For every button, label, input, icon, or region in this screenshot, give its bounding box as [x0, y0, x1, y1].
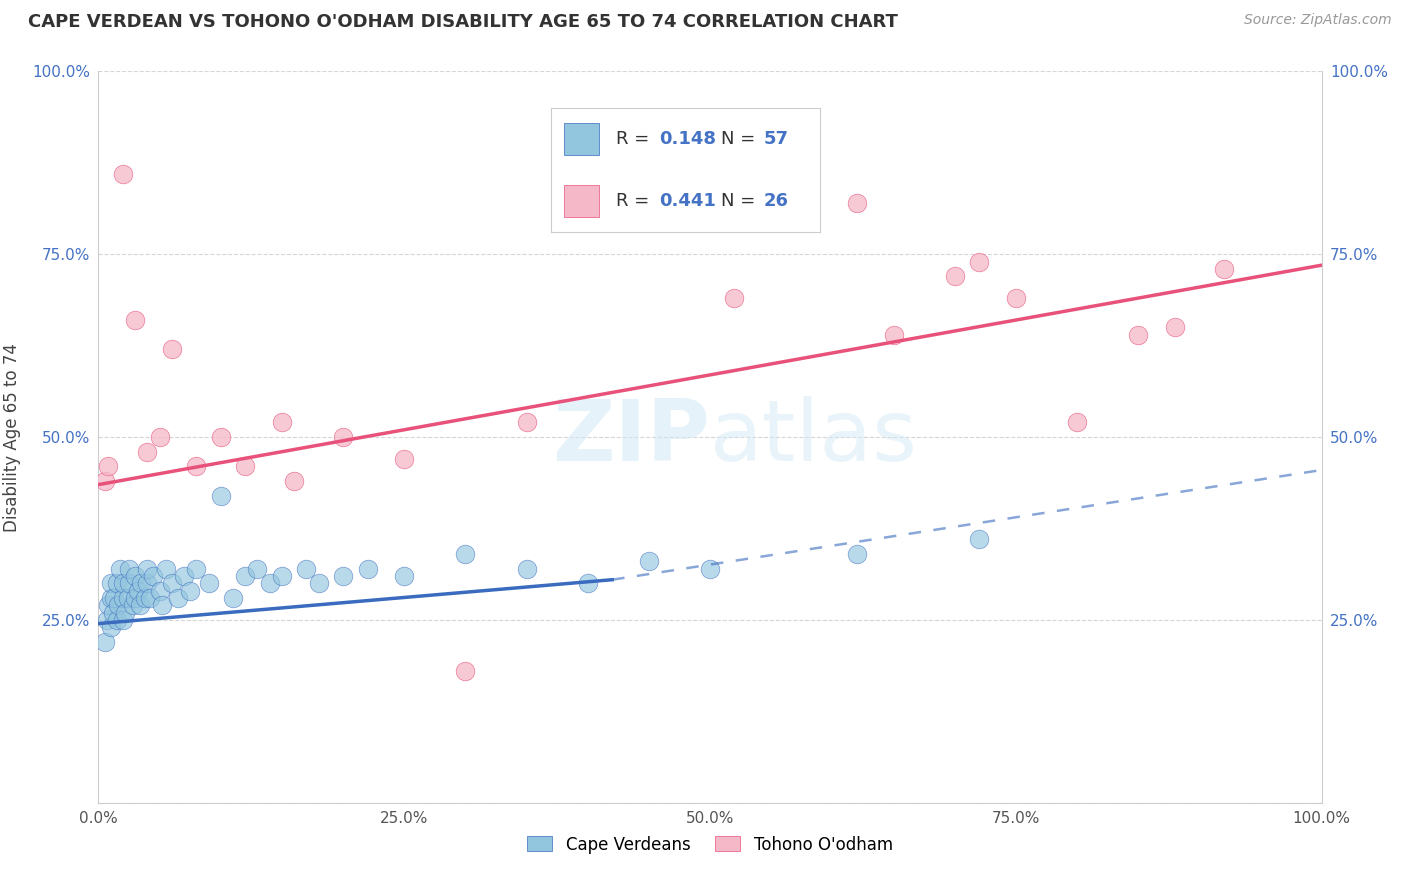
Text: CAPE VERDEAN VS TOHONO O'ODHAM DISABILITY AGE 65 TO 74 CORRELATION CHART: CAPE VERDEAN VS TOHONO O'ODHAM DISABILIT…	[28, 13, 898, 31]
Point	[209, 489, 232, 503]
Point	[114, 606, 136, 620]
Point	[392, 452, 416, 467]
Point	[93, 635, 115, 649]
Point	[845, 196, 868, 211]
Point	[142, 569, 165, 583]
Point	[160, 343, 183, 357]
Point	[392, 569, 416, 583]
Point	[111, 613, 134, 627]
Point	[186, 562, 208, 576]
Point	[105, 576, 128, 591]
Point	[209, 430, 232, 444]
Point	[233, 459, 256, 474]
Point	[111, 591, 134, 605]
Point	[883, 327, 905, 342]
Point	[110, 562, 132, 576]
Point	[1164, 320, 1187, 334]
Point	[118, 562, 141, 576]
Point	[295, 562, 318, 576]
Point	[173, 569, 195, 583]
Point	[515, 416, 537, 430]
Point	[118, 576, 141, 591]
Point	[127, 583, 149, 598]
Point	[222, 591, 245, 605]
Point	[121, 599, 143, 613]
Point	[699, 562, 721, 576]
Point	[124, 313, 146, 327]
Point	[1212, 261, 1234, 276]
Point	[246, 562, 269, 576]
Point	[259, 576, 281, 591]
Point	[637, 554, 661, 568]
Point	[186, 459, 208, 474]
Point	[197, 576, 219, 591]
Point	[97, 599, 120, 613]
Point	[1066, 416, 1088, 430]
Point	[124, 591, 146, 605]
Point	[134, 591, 156, 605]
Point	[100, 576, 122, 591]
Text: ZIP: ZIP	[553, 395, 710, 479]
Legend: Cape Verdeans, Tohono O'odham: Cape Verdeans, Tohono O'odham	[520, 829, 900, 860]
Point	[139, 591, 162, 605]
Y-axis label: Disability Age 65 to 74: Disability Age 65 to 74	[3, 343, 21, 532]
Point	[167, 591, 190, 605]
Point	[111, 167, 134, 181]
Text: atlas: atlas	[710, 395, 918, 479]
Point	[101, 606, 124, 620]
Point	[100, 591, 122, 605]
Point	[103, 591, 125, 605]
Point	[454, 664, 477, 678]
Point	[845, 547, 868, 561]
Point	[723, 291, 745, 305]
Point	[155, 562, 177, 576]
Point	[515, 562, 537, 576]
Point	[233, 569, 256, 583]
Point	[97, 459, 120, 474]
Point	[129, 599, 152, 613]
Point	[129, 576, 152, 591]
Point	[332, 430, 354, 444]
Point	[124, 569, 146, 583]
Point	[105, 613, 128, 627]
Text: Source: ZipAtlas.com: Source: ZipAtlas.com	[1244, 13, 1392, 28]
Point	[308, 576, 330, 591]
Point	[117, 591, 139, 605]
Point	[150, 599, 173, 613]
Point	[967, 533, 990, 547]
Point	[107, 599, 129, 613]
Point	[136, 444, 159, 458]
Point	[93, 474, 115, 488]
Point	[149, 583, 172, 598]
Point	[943, 269, 966, 284]
Point	[270, 416, 294, 430]
Point	[1128, 327, 1150, 342]
Point	[96, 613, 118, 627]
Point	[100, 620, 122, 634]
Point	[149, 430, 172, 444]
Point	[1004, 291, 1026, 305]
Point	[283, 474, 305, 488]
Point	[179, 583, 201, 598]
Point	[967, 254, 990, 268]
Point	[270, 569, 294, 583]
Point	[356, 562, 378, 576]
Point	[111, 576, 134, 591]
Point	[136, 562, 159, 576]
Point	[160, 576, 183, 591]
Point	[136, 576, 159, 591]
Point	[332, 569, 354, 583]
Point	[454, 547, 477, 561]
Point	[576, 576, 599, 591]
